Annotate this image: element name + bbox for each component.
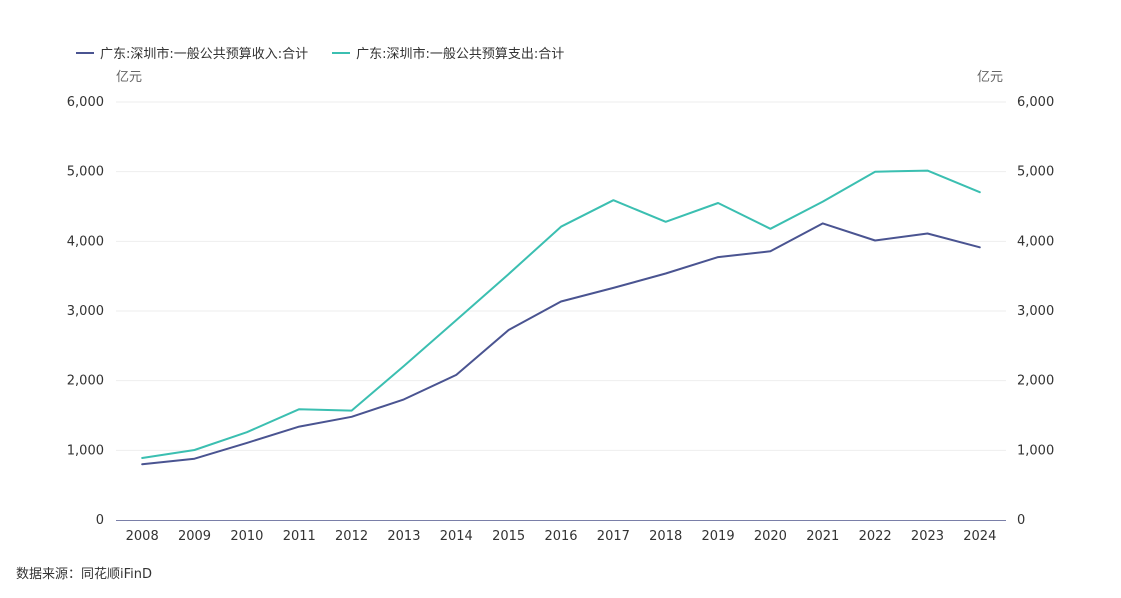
y-axis-right: 0 1,000 2,000 3,000 4,000 5,000 6,000 <box>1017 95 1054 528</box>
legend-swatch-revenue <box>76 51 94 54</box>
source-note: 数据来源：同花顺iFinD <box>16 567 153 582</box>
y-tick-label-right: 0 <box>1017 513 1025 528</box>
y-tick-label-right: 5,000 <box>1017 165 1054 180</box>
y-tick-label-left: 3,000 <box>67 304 104 319</box>
y-tick-label-left: 1,000 <box>67 443 104 458</box>
y-tick-label-left: 4,000 <box>67 234 104 249</box>
legend-label-revenue: 广东:深圳市:一般公共预算收入:合计 <box>100 47 309 62</box>
gridlines <box>116 101 1006 451</box>
x-tick-label: 2012 <box>335 529 368 544</box>
y-tick-label-left: 5,000 <box>67 165 104 180</box>
x-tick-label: 2011 <box>283 529 316 544</box>
legend: 广东:深圳市:一般公共预算收入:合计 广东:深圳市:一般公共预算支出:合计 <box>76 43 588 62</box>
y-tick-label-right: 2,000 <box>1017 374 1054 389</box>
y-tick-label-left: 6,000 <box>67 95 104 110</box>
x-tick-label: 2023 <box>911 529 944 544</box>
x-tick-label: 2015 <box>492 529 525 544</box>
y-tick-label-right: 1,000 <box>1017 443 1054 458</box>
x-tick-label: 2016 <box>544 529 577 544</box>
y-tick-label-right: 6,000 <box>1017 95 1054 110</box>
legend-item-expenditure[interactable]: 广东:深圳市:一般公共预算支出:合计 <box>332 43 564 62</box>
y-tick-label-left: 0 <box>96 513 104 528</box>
x-tick-label: 2013 <box>387 529 420 544</box>
series-line[interactable] <box>141 169 981 459</box>
x-tick-label: 2008 <box>126 529 159 544</box>
y-tick-label-left: 2,000 <box>67 374 104 389</box>
x-tick-label: 2017 <box>597 529 630 544</box>
x-tick-label: 2019 <box>702 529 735 544</box>
x-tick-label: 2021 <box>806 529 839 544</box>
y-axis-unit-right: 亿元 <box>977 70 1004 85</box>
legend-label-expenditure: 广东:深圳市:一般公共预算支出:合计 <box>356 47 565 62</box>
x-tick-label: 2009 <box>178 529 211 544</box>
legend-swatch-expenditure <box>332 51 351 54</box>
y-axis-left: 0 1,000 2,000 3,000 4,000 5,000 6,000 <box>67 95 104 528</box>
x-tick-label: 2020 <box>754 529 787 544</box>
x-tick-label: 2014 <box>440 529 473 544</box>
y-tick-label-right: 3,000 <box>1017 304 1054 319</box>
series-line[interactable] <box>141 222 981 466</box>
y-tick-label-right: 4,000 <box>1017 234 1054 249</box>
legend-item-revenue[interactable]: 广东:深圳市:一般公共预算收入:合计 <box>76 43 308 62</box>
x-tick-label: 2022 <box>859 529 892 544</box>
x-tick-label: 2010 <box>230 529 263 544</box>
x-axis: 2008 2009 2010 2011 2012 2013 2014 2015 2016 2017… <box>116 520 1006 544</box>
x-tick-label: 2018 <box>649 529 682 544</box>
x-tick-label: 2024 <box>963 529 996 544</box>
y-axis-unit-left: 亿元 <box>116 70 143 85</box>
series-lines <box>141 169 981 466</box>
